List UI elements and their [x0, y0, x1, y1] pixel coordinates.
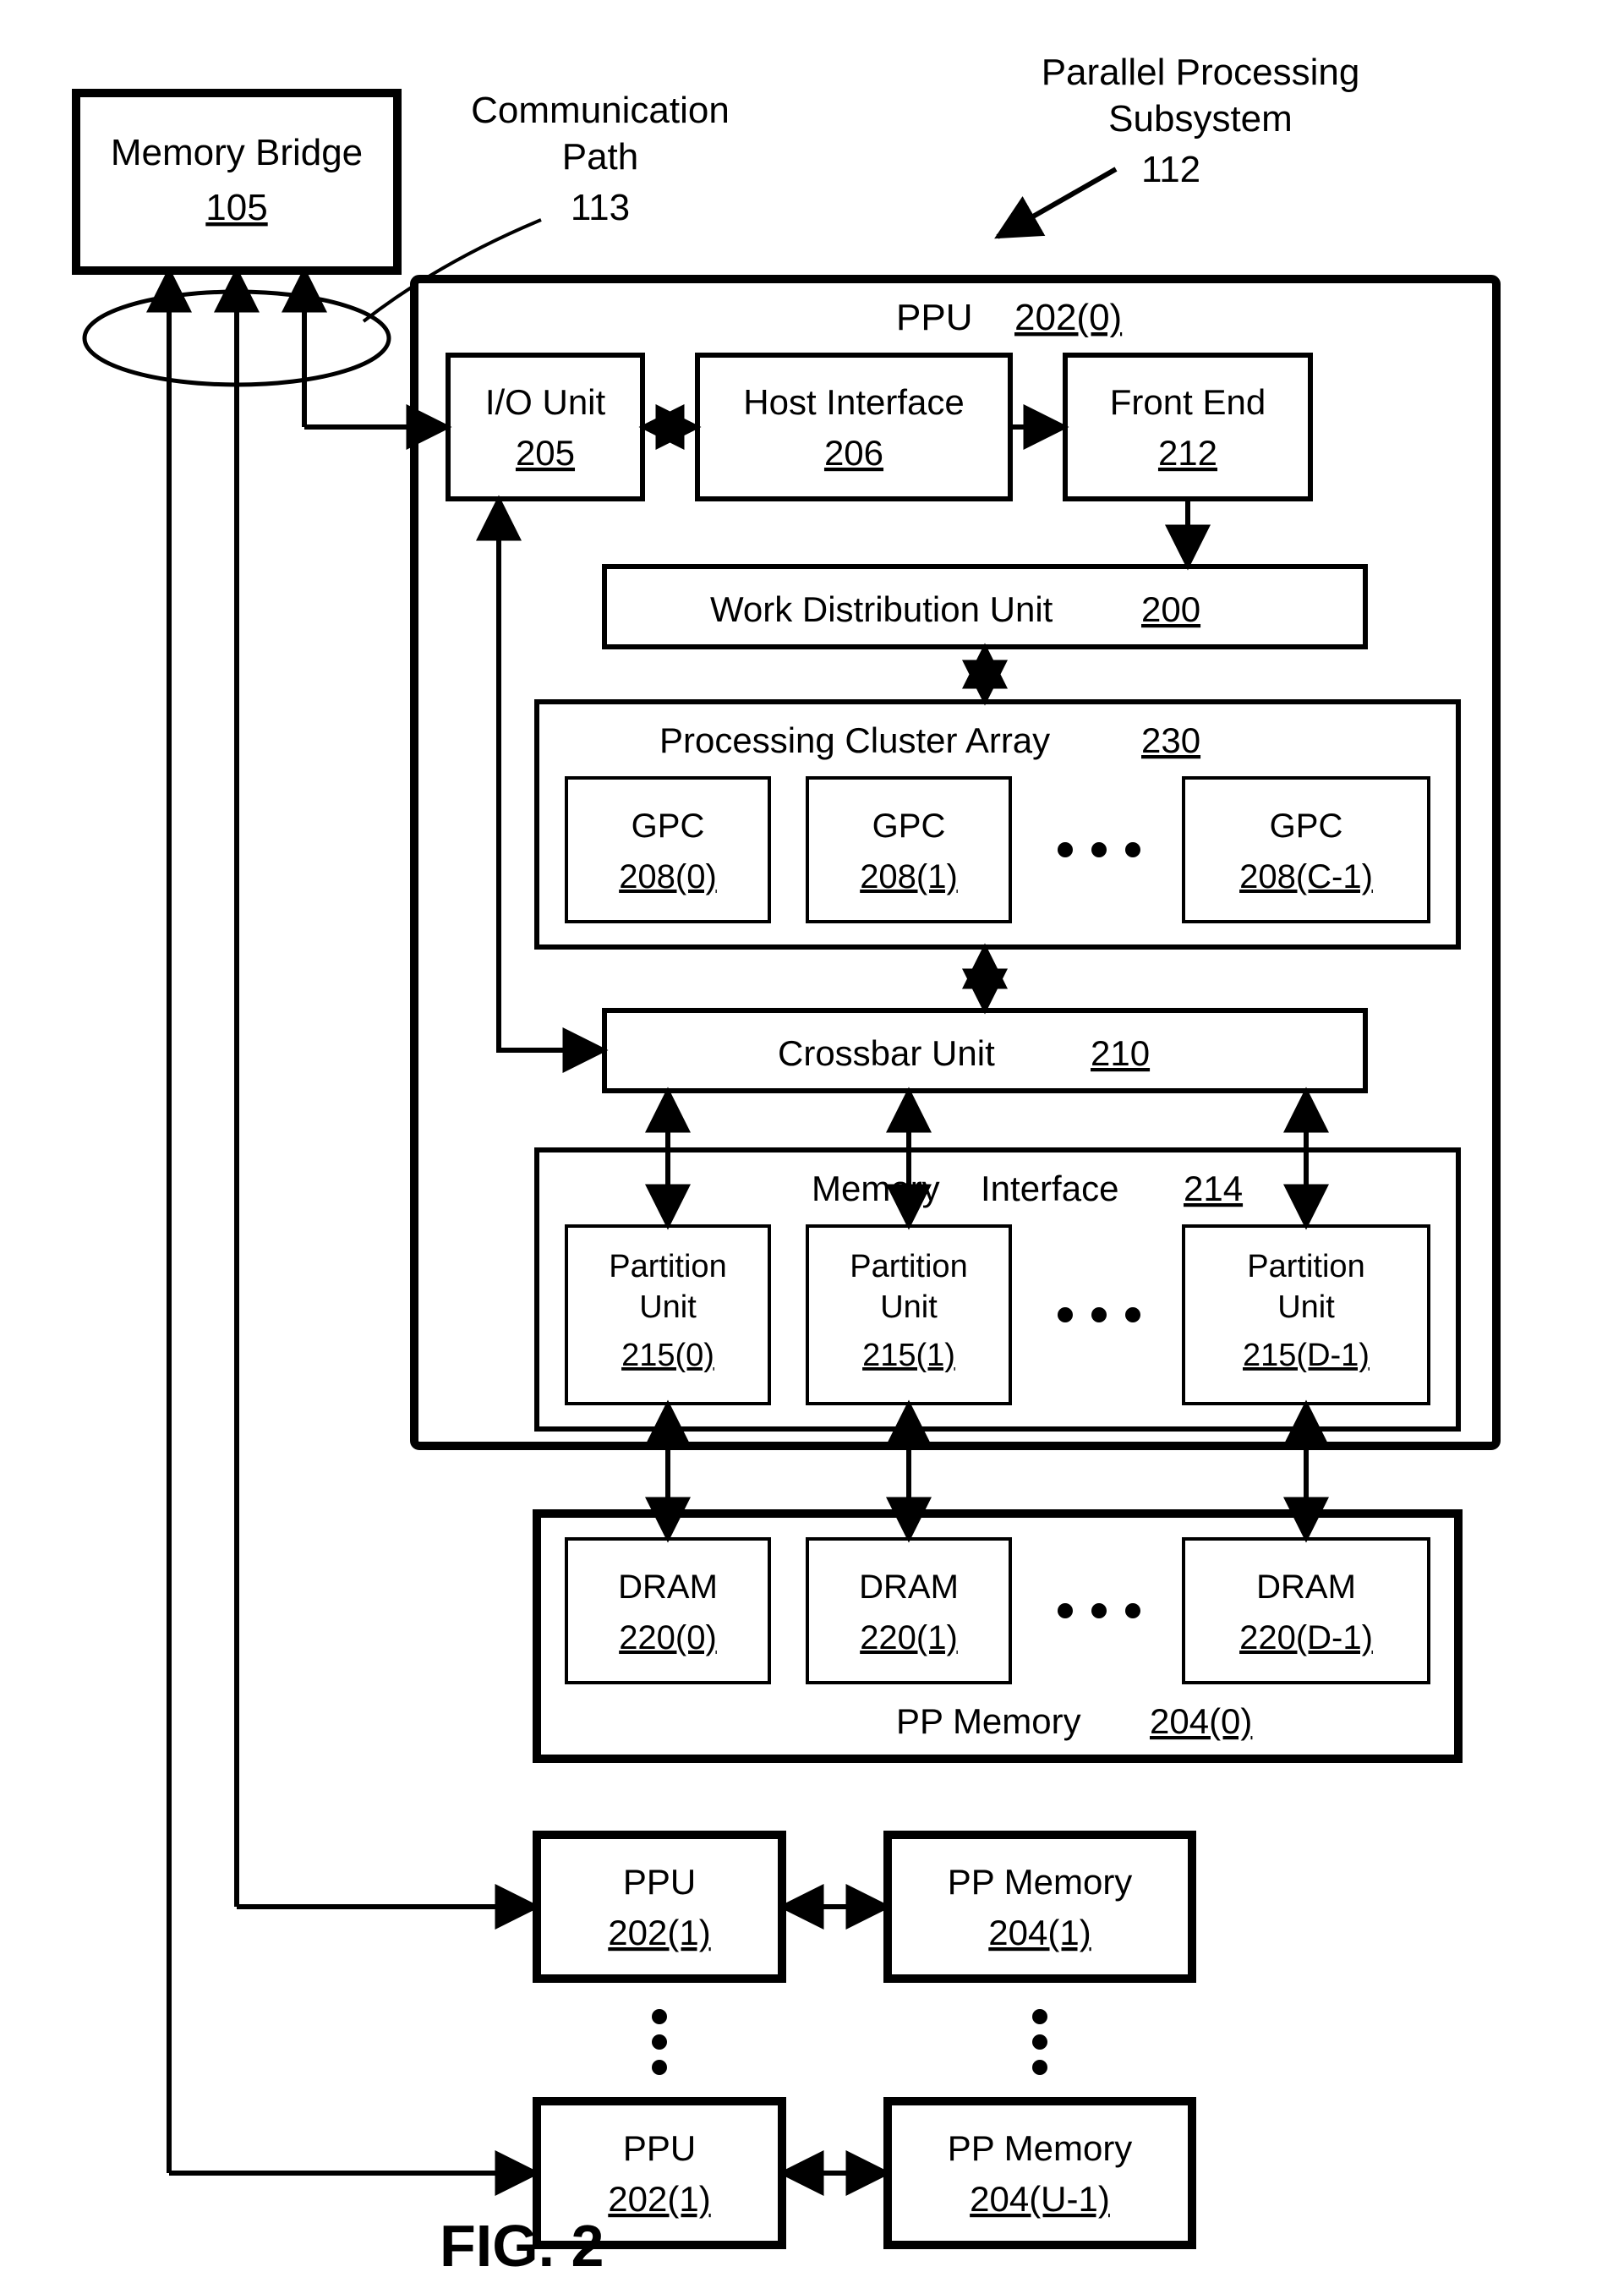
comm-path-title-2: Path	[562, 136, 639, 178]
ppu0-ref: 202(0)	[1014, 297, 1122, 338]
ppmem1-ref: 204(1)	[988, 1913, 1091, 1952]
host-if-box	[697, 355, 1010, 499]
dram1-box	[807, 1539, 1010, 1683]
host-if-ref: 206	[824, 433, 883, 473]
mem-if-ref: 214	[1184, 1169, 1243, 1208]
dram1-title: DRAM	[859, 1569, 959, 1606]
ppmem1-title: PP Memory	[948, 1862, 1133, 1902]
memory-bridge-ref: 105	[205, 187, 267, 228]
pca-ref: 230	[1141, 720, 1200, 760]
io-unit-ref: 205	[516, 433, 575, 473]
gpc1-box	[807, 778, 1010, 922]
ppmemU-title: PP Memory	[948, 2128, 1133, 2168]
dram1-ref: 220(1)	[860, 1619, 958, 1656]
dramD-ref: 220(D-1)	[1239, 1619, 1373, 1656]
work-dist-title: Work Distribution Unit	[710, 589, 1053, 629]
dram0-box	[566, 1539, 769, 1683]
ppmemU-ref: 204(U-1)	[970, 2179, 1110, 2219]
mem-if-title: Memory	[812, 1169, 940, 1208]
ppmem1-box	[888, 1835, 1192, 1979]
pu1-t2: Unit	[880, 1289, 938, 1325]
puD-t1: Partition	[1247, 1249, 1364, 1284]
ppu1-title: PPU	[623, 1862, 696, 1902]
ppmem0-ref: 204(0)	[1150, 1701, 1252, 1741]
puD-t2: Unit	[1277, 1289, 1335, 1325]
gpcC-title: GPC	[1270, 808, 1343, 845]
ppu0-title: PPU	[896, 297, 972, 338]
ppu1-ref: 202(1)	[608, 1913, 710, 1952]
subsystem-title-2: Subsystem	[1108, 98, 1293, 140]
crossbar-ref: 210	[1091, 1033, 1150, 1073]
front-end-ref: 212	[1158, 433, 1217, 473]
dramD-box	[1184, 1539, 1429, 1683]
gpc1-title: GPC	[872, 808, 946, 845]
gpc1-ref: 208(1)	[860, 858, 958, 895]
puD-ref: 215(D-1)	[1243, 1338, 1370, 1373]
dramD-title: DRAM	[1256, 1569, 1356, 1606]
subsystem-title-1: Parallel Processing	[1042, 52, 1360, 93]
figure-label: FIG. 2	[440, 2213, 604, 2279]
memory-bridge-box	[76, 93, 397, 271]
subsystem-ref: 112	[1141, 149, 1200, 190]
comm-path-title-1: Communication	[471, 90, 730, 131]
pca-title: Processing Cluster Array	[659, 720, 1050, 760]
memory-bridge-title: Memory Bridge	[111, 132, 363, 173]
subsystem-leader	[998, 169, 1116, 237]
gpc0-title: GPC	[632, 808, 705, 845]
diagram-svg: Memory Bridge 105 Communication Path 113…	[0, 0, 1624, 2279]
pu0-ref: 215(0)	[621, 1338, 714, 1373]
front-end-title: Front End	[1110, 382, 1266, 422]
pu0-t1: Partition	[609, 1249, 726, 1284]
pu0-t2: Unit	[639, 1289, 697, 1325]
ppmemU-box	[888, 2101, 1192, 2245]
ppmem0-title: PP Memory	[896, 1701, 1081, 1741]
io-unit-title: I/O Unit	[485, 382, 606, 422]
work-dist-ref: 200	[1141, 589, 1200, 629]
mem-if-title2: Interface	[981, 1169, 1118, 1208]
ppuU-ref: 202(1)	[608, 2179, 710, 2219]
gpcC-box	[1184, 778, 1429, 922]
host-if-title: Host Interface	[743, 382, 964, 422]
front-end-box	[1065, 355, 1310, 499]
ppuU-title: PPU	[623, 2128, 696, 2168]
gpc0-ref: 208(0)	[619, 858, 717, 895]
pu1-ref: 215(1)	[862, 1338, 955, 1373]
pu1-t1: Partition	[850, 1249, 967, 1284]
gpc0-box	[566, 778, 769, 922]
gpcC-ref: 208(C-1)	[1239, 858, 1373, 895]
io-unit-box	[448, 355, 642, 499]
dram0-ref: 220(0)	[619, 1619, 717, 1656]
crossbar-title: Crossbar Unit	[778, 1033, 995, 1073]
comm-path-ref: 113	[571, 187, 630, 228]
dram0-title: DRAM	[618, 1569, 718, 1606]
ppu1-box	[537, 1835, 782, 1979]
